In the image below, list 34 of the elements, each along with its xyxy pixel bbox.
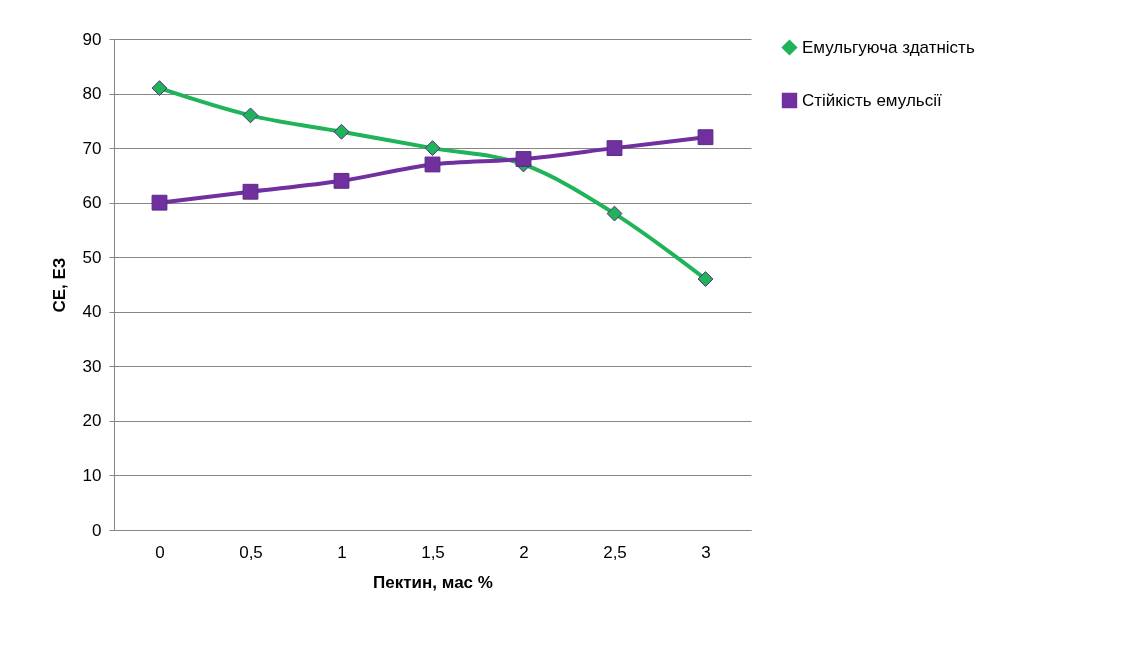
x-tick-label: 2,5 bbox=[603, 542, 627, 562]
legend-label: Емульгуюча здатність bbox=[802, 37, 975, 57]
x-tick-label: 1 bbox=[337, 542, 347, 562]
y-tick-label: 0 bbox=[92, 520, 102, 540]
y-tick-label: 40 bbox=[82, 302, 102, 322]
x-tick-label: 1,5 bbox=[421, 542, 445, 562]
y-tick-label: 90 bbox=[82, 29, 102, 49]
point bbox=[606, 140, 623, 157]
point bbox=[333, 123, 350, 140]
y-tick-label: 50 bbox=[82, 247, 102, 267]
y-tick-label: 20 bbox=[82, 411, 102, 431]
x-axis-title: Пектин, мас % bbox=[373, 572, 493, 592]
point bbox=[697, 271, 714, 287]
y-tick-label: 80 bbox=[82, 84, 102, 104]
y-tick-label: 70 bbox=[82, 138, 102, 158]
y-tick-label: 10 bbox=[82, 465, 102, 485]
y-tick-label: 60 bbox=[82, 193, 102, 213]
y-axis-title: СЕ, ЕЗ bbox=[49, 257, 69, 313]
point bbox=[242, 107, 259, 124]
point bbox=[242, 183, 259, 200]
x-tick-label: 2 bbox=[519, 542, 529, 562]
y-tick-label: 30 bbox=[82, 356, 102, 376]
x-tick-label: 3 bbox=[701, 542, 711, 562]
x-tick-label: 0 bbox=[155, 542, 165, 562]
legend-label: Стійкість емульсії bbox=[802, 90, 942, 110]
point bbox=[151, 194, 168, 211]
x-tick-label: 0,5 bbox=[239, 542, 263, 562]
point bbox=[151, 80, 168, 97]
point bbox=[424, 156, 441, 173]
point bbox=[515, 151, 532, 167]
point bbox=[424, 140, 441, 157]
point bbox=[606, 205, 623, 222]
point bbox=[333, 172, 350, 189]
point bbox=[697, 129, 714, 146]
